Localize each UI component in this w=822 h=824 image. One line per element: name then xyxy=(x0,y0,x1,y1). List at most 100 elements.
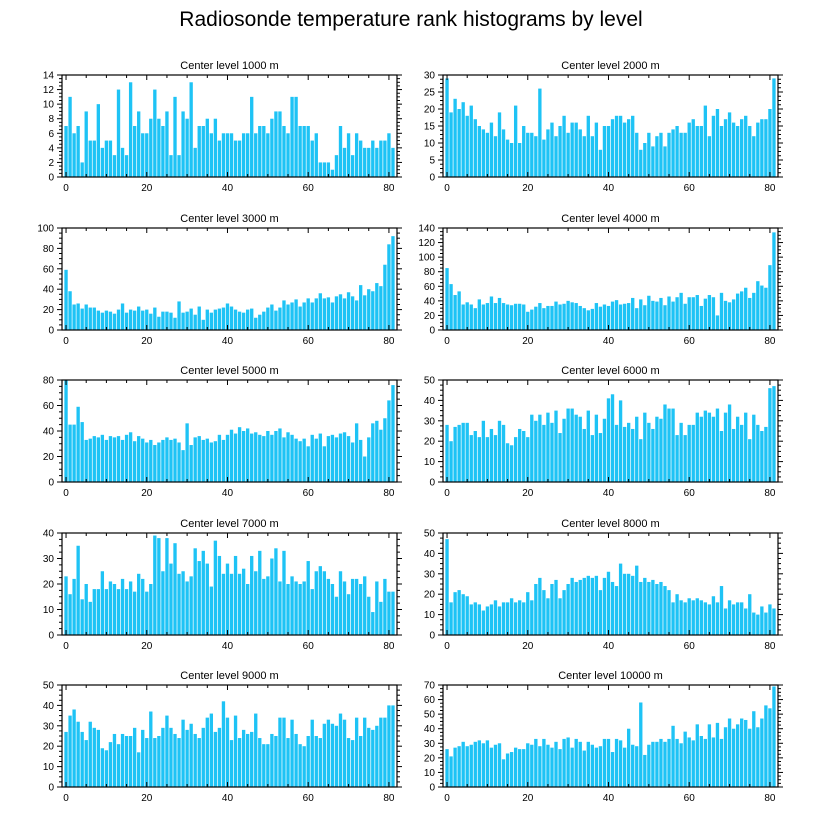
histogram-bar xyxy=(538,577,542,635)
histogram-bar xyxy=(112,437,117,482)
histogram-bar xyxy=(659,581,663,635)
histogram-bar xyxy=(643,305,647,330)
histogram-bar xyxy=(667,408,671,482)
histogram-bar xyxy=(526,743,530,787)
histogram-panel: Center level 7000 m 0 20 40 60 80 0 10 20 30 40 xyxy=(43,518,402,652)
histogram-bar xyxy=(185,581,189,635)
histogram-bar xyxy=(618,304,623,330)
histogram-bar xyxy=(505,443,510,482)
y-tick-label: 80 xyxy=(43,244,55,255)
histogram-bar xyxy=(229,306,234,330)
histogram-bar xyxy=(590,435,595,482)
histogram-bar xyxy=(371,291,375,330)
histogram-bar xyxy=(667,738,671,787)
histogram-bar xyxy=(509,305,514,330)
histogram-bar xyxy=(141,133,145,177)
histogram-bar xyxy=(711,416,716,482)
histogram-bar xyxy=(201,550,205,635)
histogram-bar xyxy=(505,602,510,635)
x-tick-label: 40 xyxy=(222,641,234,652)
histogram-bar xyxy=(647,744,651,787)
histogram-bar xyxy=(550,422,554,482)
histogram-bar xyxy=(651,741,655,787)
histogram-bar xyxy=(185,311,189,330)
histogram-bar xyxy=(465,596,469,635)
histogram-bar xyxy=(614,738,619,787)
histogram-bar xyxy=(513,437,518,482)
histogram-bar xyxy=(342,432,347,482)
histogram-bar xyxy=(359,439,363,482)
histogram-bar xyxy=(530,309,534,330)
histogram-bar xyxy=(334,437,339,482)
histogram-bar xyxy=(457,424,461,482)
histogram-bar xyxy=(497,420,502,482)
histogram-bar xyxy=(254,133,258,177)
histogram-bar xyxy=(764,287,768,330)
histogram-bar xyxy=(181,312,185,330)
histogram-bar xyxy=(173,317,177,330)
plot-frame xyxy=(442,684,779,788)
histogram-bar xyxy=(655,584,659,635)
histogram-bar xyxy=(554,410,558,482)
histogram-bar xyxy=(237,140,242,177)
histogram-bar xyxy=(610,301,615,330)
histogram-bar xyxy=(477,126,481,177)
histogram-bar xyxy=(582,577,586,635)
histogram-bar xyxy=(84,740,88,787)
histogram-bar xyxy=(651,146,655,177)
histogram-bar xyxy=(201,126,205,177)
histogram-bar xyxy=(116,589,121,635)
histogram-bar xyxy=(391,591,395,635)
y-tick-label: 20 xyxy=(424,311,436,322)
histogram-bar xyxy=(631,744,635,787)
histogram-bar xyxy=(683,132,687,177)
histogram-bar xyxy=(639,702,643,787)
histogram-bar xyxy=(748,728,752,787)
histogram-bar xyxy=(318,433,322,482)
histogram-bar xyxy=(205,717,209,787)
histogram-bar xyxy=(108,742,113,787)
y-tick-label: 40 xyxy=(43,427,55,438)
histogram-bar xyxy=(153,307,157,330)
histogram-bar xyxy=(387,133,391,177)
histogram-bar xyxy=(258,126,262,177)
histogram-bar xyxy=(169,155,173,177)
histogram-bar xyxy=(606,398,611,482)
histogram-bar xyxy=(594,122,599,177)
histogram-bar xyxy=(566,408,570,482)
histogram-bar xyxy=(663,305,667,330)
histogram-bar xyxy=(622,747,627,787)
histogram-bar xyxy=(691,600,695,635)
histogram-bar xyxy=(461,102,465,177)
histogram-bar xyxy=(760,606,764,635)
histogram-bar xyxy=(505,753,510,787)
histogram-bar xyxy=(342,298,347,330)
histogram-bar xyxy=(298,126,302,177)
histogram-bar xyxy=(132,310,137,330)
y-tick-label: 50 xyxy=(43,681,55,692)
histogram-bar xyxy=(546,744,550,787)
histogram-bar xyxy=(233,715,238,787)
histogram-bar xyxy=(250,731,254,787)
histogram-bar xyxy=(294,438,298,482)
histogram-bar xyxy=(153,738,157,787)
histogram-bar xyxy=(538,414,542,482)
histogram-bar xyxy=(667,590,671,635)
y-tick-label: 70 xyxy=(424,681,436,692)
histogram-bar xyxy=(221,307,226,330)
x-tick-label: 0 xyxy=(63,336,69,347)
histogram-bar xyxy=(445,424,449,482)
x-tick-label: 60 xyxy=(303,793,315,804)
histogram-bar xyxy=(141,578,145,635)
histogram-bar xyxy=(461,741,465,787)
histogram-bar xyxy=(342,581,347,635)
histogram-bar xyxy=(137,306,141,330)
histogram-bar xyxy=(310,589,314,635)
histogram-bar xyxy=(518,303,522,330)
histogram-bar xyxy=(731,299,736,330)
histogram-bar xyxy=(92,589,96,635)
histogram-bar xyxy=(346,436,351,482)
histogram-bar xyxy=(473,119,477,177)
histogram-bar xyxy=(538,88,542,177)
histogram-bar xyxy=(310,302,314,330)
